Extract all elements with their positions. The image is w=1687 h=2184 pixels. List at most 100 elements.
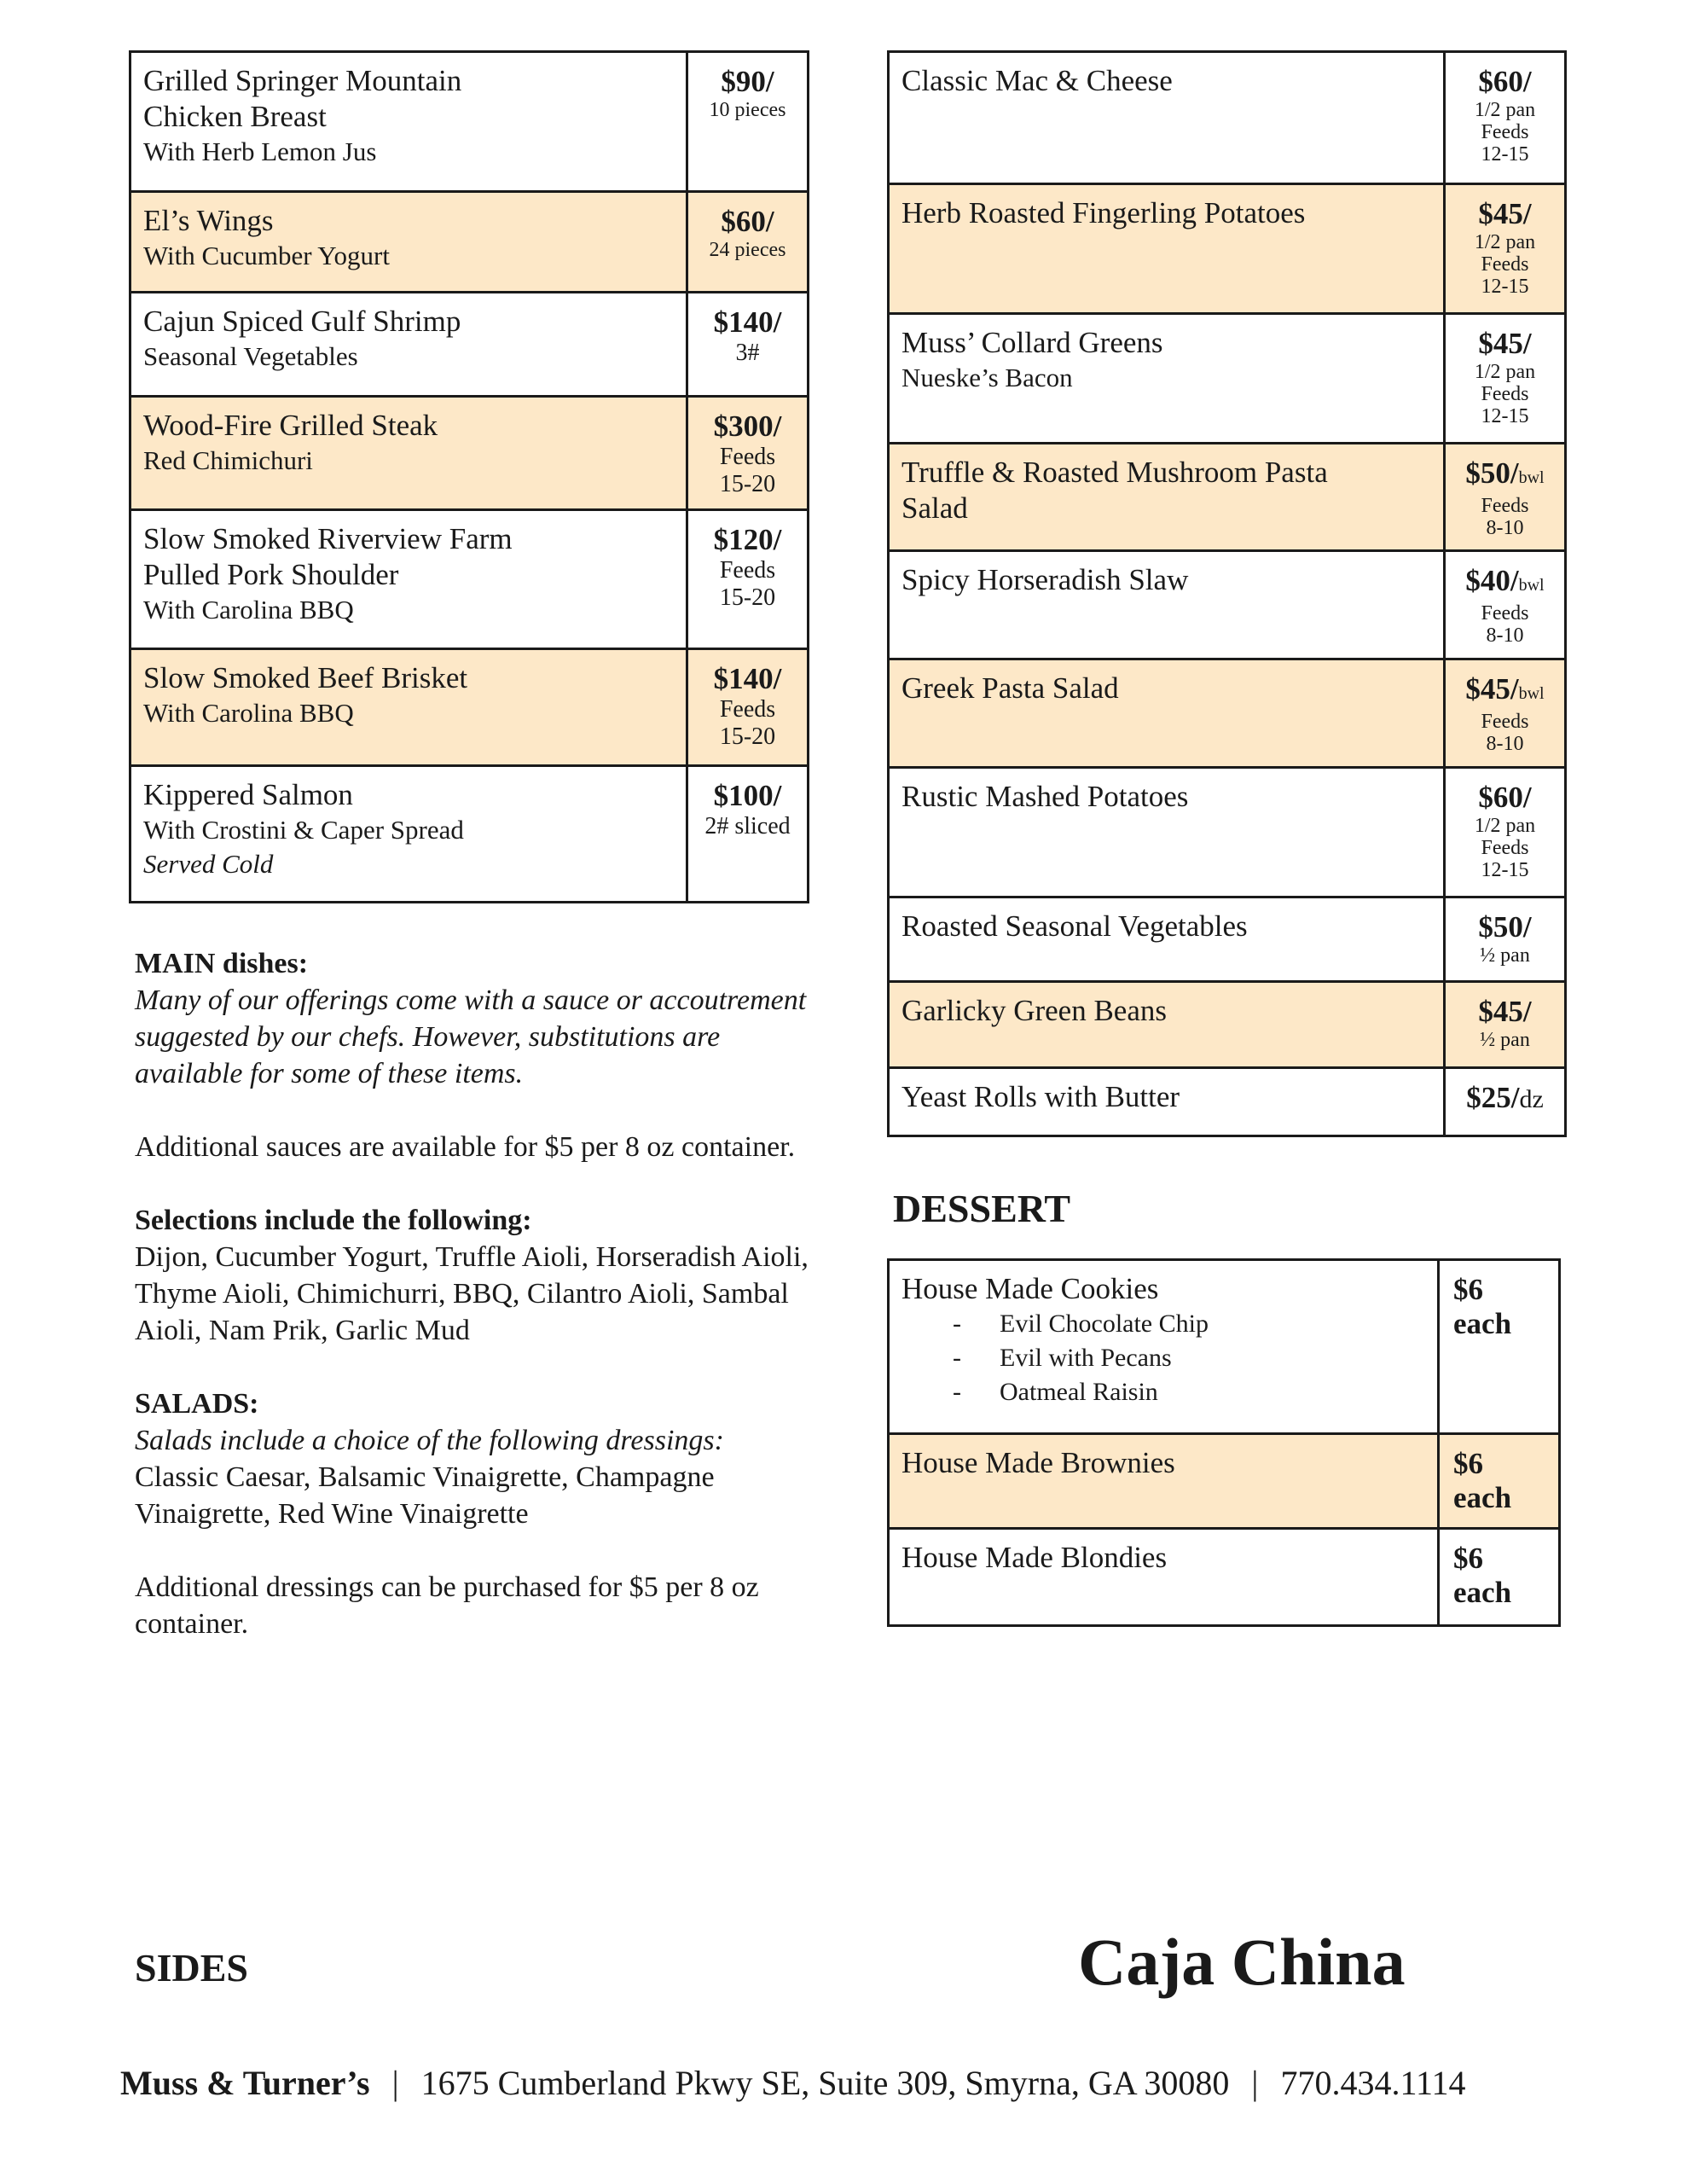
price-cell: $25/dz [1446, 1069, 1564, 1135]
price-value: $50/ [1465, 456, 1519, 490]
salads-title: SALADS: [135, 1388, 259, 1420]
menu-row: Herb Roasted Fingerling Potatoes $45/1/2 … [890, 183, 1564, 312]
price-value: $6 [1453, 1542, 1483, 1575]
price-value: $60/ [721, 205, 774, 238]
item-cell: House Made Cookies - Evil Chocolate Chip - E… [890, 1261, 1440, 1432]
item-name: Salad [901, 491, 968, 525]
price: $140/ [688, 662, 807, 696]
price-cell: $60/1/2 pan Feeds 12-15 [1446, 53, 1564, 183]
price-note: 24 pieces [709, 239, 786, 261]
variant-name: Oatmeal Raisin [1000, 1378, 1158, 1406]
price-note: 15-20 [719, 471, 776, 497]
price-note: 12-15 [1481, 405, 1529, 427]
item-name: House Made Brownies [901, 1446, 1175, 1479]
price: $45/ [1446, 995, 1564, 1029]
price-note: 3# [735, 340, 760, 366]
price: $60/ [1446, 781, 1564, 815]
item-name: Yeast Rolls with Butter [901, 1080, 1180, 1113]
price-value: $45/ [1478, 995, 1532, 1028]
price-cell: $6 each [1440, 1530, 1558, 1624]
item-description: With Cucumber Yogurt [143, 241, 390, 270]
menu-row: Rustic Mashed Potatoes $60/1/2 pan Feeds 12… [890, 766, 1564, 896]
item-name: House Made Cookies [901, 1272, 1159, 1305]
price-note: 15-20 [719, 723, 776, 750]
footer: Muss & Turner’s | 1675 Cumberland Pkwy SE,… [120, 2063, 1465, 2103]
price-value: $40/ [1465, 564, 1519, 597]
price-note: 8-10 [1486, 733, 1524, 755]
price-note: ½ pan [1480, 1029, 1530, 1051]
price-cell: $140/3# [688, 293, 807, 395]
price-note: 15-20 [719, 584, 776, 611]
main-dishes-title: MAIN dishes: [135, 948, 309, 979]
price-note: Feeds [1481, 121, 1529, 143]
item-description: Seasonal Vegetables [143, 341, 358, 371]
price-unit: bwl [1518, 468, 1545, 487]
price-value: $60/ [1478, 65, 1532, 98]
sides-heading: SIDES [135, 1946, 248, 1989]
address: 1675 Cumberland Pkwy SE, Suite 309, Smyr… [420, 2064, 1230, 2102]
price-value: $300/ [713, 410, 782, 443]
menu-row: Grilled Springer Mountain Chicken Breast W… [131, 53, 807, 190]
item-name: Spicy Horseradish Slaw [901, 563, 1189, 596]
price: $300/ [688, 410, 807, 444]
item-name: Garlicky Green Beans [901, 994, 1167, 1027]
item-variant: - Evil with Pecans [901, 1341, 1425, 1375]
price-value: $45/ [1478, 327, 1532, 360]
price-note: Feeds [1481, 495, 1529, 517]
menu-row: Kippered Salmon With Crostini & Caper Spr… [131, 764, 807, 901]
item-cell: Kippered Salmon With Crostini & Caper Spr… [131, 767, 688, 901]
menu-row: Greek Pasta Salad $45/bwl Feeds 8-10 [890, 658, 1564, 766]
menu-row: Garlicky Green Beans $45/½ pan [890, 980, 1564, 1066]
price-value: $45/ [1465, 672, 1519, 706]
price-cell: $6 each [1440, 1261, 1558, 1432]
item-name: Herb Roasted Fingerling Potatoes [901, 196, 1306, 229]
price-note: Feeds [1481, 253, 1529, 276]
menu-row: El’s Wings With Cucumber Yogurt $60/24 pie… [131, 190, 807, 291]
item-cell: Classic Mac & Cheese [890, 53, 1446, 183]
price: $140/ [688, 305, 807, 340]
item-description: Red Chimichuri [143, 445, 313, 475]
item-name: Rustic Mashed Potatoes [901, 780, 1189, 813]
menu-row: Truffle & Roasted Mushroom Pasta Salad $50… [890, 442, 1564, 549]
item-cell: Greek Pasta Salad [890, 660, 1446, 766]
item-name: Classic Mac & Cheese [901, 64, 1173, 97]
item-cell: Spicy Horseradish Slaw [890, 552, 1446, 658]
separator: | [1251, 2064, 1259, 2102]
price-note: 1/2 pan [1474, 231, 1536, 253]
item-description: With Crostini & Caper Spread [143, 815, 464, 845]
item-variant: - Oatmeal Raisin [901, 1375, 1425, 1409]
price-note: ½ pan [1480, 944, 1530, 967]
item-name: House Made Blondies [901, 1541, 1168, 1574]
price: $6 [1453, 1447, 1558, 1481]
menu-row: Slow Smoked Riverview Farm Pulled Pork Sh… [131, 508, 807, 648]
item-description: With Carolina BBQ [143, 595, 354, 624]
price-cell: $50/bwl Feeds 8-10 [1446, 444, 1564, 549]
menu-row: Classic Mac & Cheese $60/1/2 pan Feeds 12-1… [890, 53, 1564, 183]
item-name: Grilled Springer Mountain [143, 64, 462, 97]
item-cell: Herb Roasted Fingerling Potatoes [890, 185, 1446, 312]
price-cell: $60/1/2 pan Feeds 12-15 [1446, 769, 1564, 896]
dessert-table: House Made Cookies - Evil Chocolate Chip - E… [887, 1258, 1561, 1627]
price-unit: bwl [1518, 684, 1545, 703]
price-value: $60/ [1478, 781, 1532, 814]
price-cell: $40/bwl Feeds 8-10 [1446, 552, 1564, 658]
variant-name: Evil with Pecans [1000, 1344, 1172, 1372]
menu-row: Cajun Spiced Gulf Shrimp Seasonal Vegetab… [131, 291, 807, 395]
selections-list: Dijon, Cucumber Yogurt, Truffle Aioli, H… [135, 1241, 809, 1346]
price: $25/dz [1446, 1081, 1564, 1117]
price-cell: $140/Feeds 15-20 [688, 650, 807, 764]
item-cell: Muss’ Collard Greens Nueske’s Bacon [890, 315, 1446, 442]
price-note: 12-15 [1481, 143, 1529, 166]
item-cell: House Made Brownies [890, 1435, 1440, 1527]
price-each: each [1453, 1576, 1512, 1609]
price-note: Feeds [1481, 602, 1529, 624]
item-name: Truffle & Roasted Mushroom Pasta [901, 456, 1328, 489]
price: $100/ [688, 779, 807, 813]
mains-table: Grilled Springer Mountain Chicken Breast W… [129, 50, 809, 903]
item-name: Wood-Fire Grilled Steak [143, 409, 438, 442]
price: $50/ [1446, 910, 1564, 944]
item-name: Greek Pasta Salad [901, 671, 1119, 705]
item-description: With Herb Lemon Jus [143, 136, 377, 166]
price: $40/bwl [1446, 564, 1564, 602]
salads-intro: Salads include a choice of the following… [135, 1425, 724, 1456]
